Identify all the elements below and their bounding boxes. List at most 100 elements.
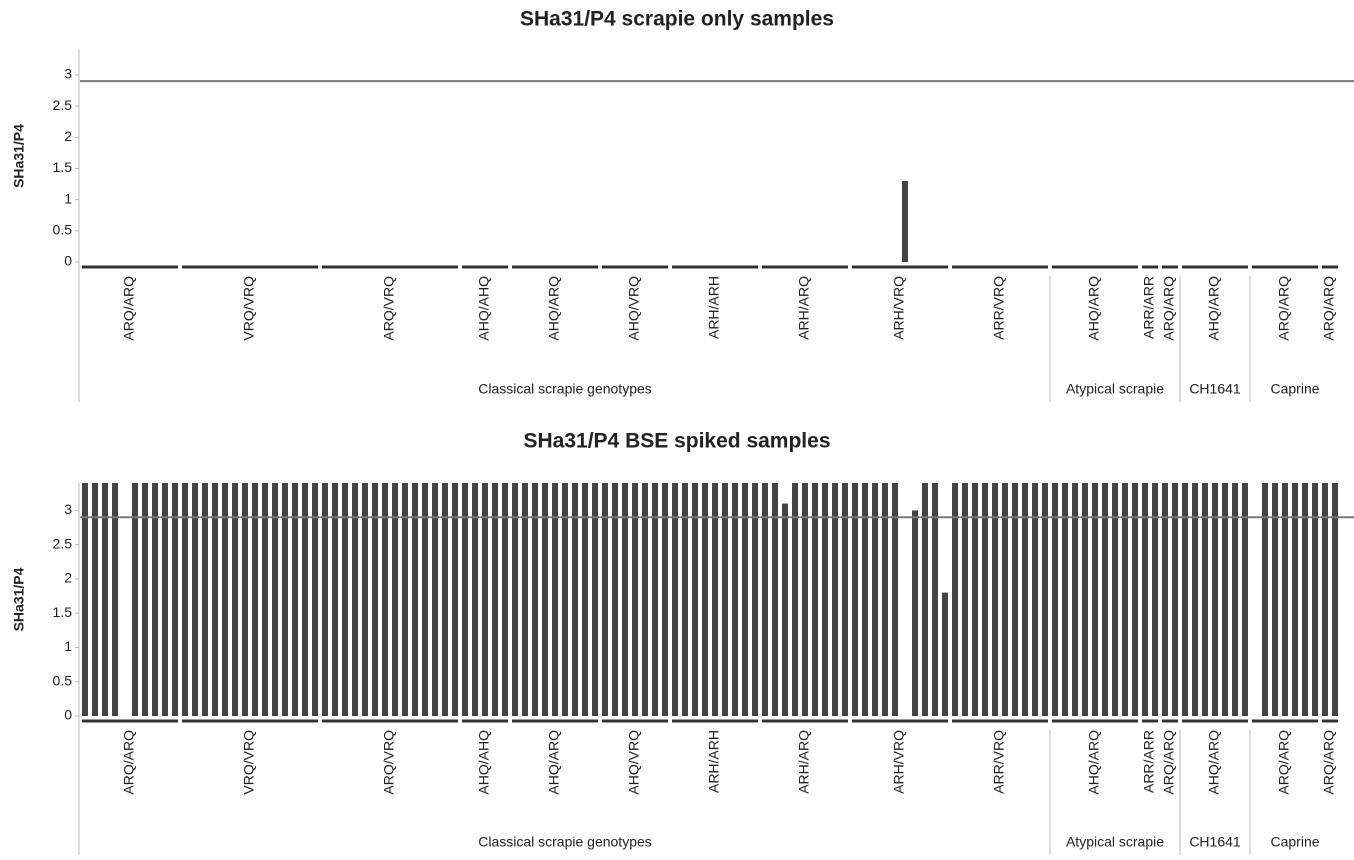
bar — [1262, 483, 1268, 716]
bar — [1082, 483, 1088, 716]
bar — [222, 483, 228, 716]
bar — [1242, 483, 1248, 716]
bar — [1012, 483, 1018, 716]
bar — [282, 483, 288, 716]
genotype-label: ARQ/ARQ — [1161, 276, 1177, 341]
y-tick-label: 2 — [64, 570, 72, 586]
bar — [562, 483, 568, 716]
y-tick-label: 0.5 — [53, 222, 73, 238]
bar — [492, 483, 498, 716]
y-tick-label: 1 — [64, 638, 72, 654]
bar — [662, 483, 668, 716]
genotype-label: ARR/ARR — [1141, 730, 1157, 793]
y-tick-label: 2.5 — [53, 97, 73, 113]
bar — [992, 483, 998, 716]
bar — [612, 483, 618, 716]
bar — [342, 483, 348, 716]
genotype-label: ARH/ARH — [706, 276, 722, 339]
bar — [1072, 483, 1078, 716]
bar — [142, 483, 148, 716]
bar — [802, 483, 808, 716]
genotype-label: ARH/VRQ — [891, 276, 907, 340]
bar — [1302, 483, 1308, 716]
bar — [1132, 483, 1138, 716]
group-label: Classical scrapie genotypes — [478, 381, 652, 397]
bar — [842, 483, 848, 716]
bar — [812, 483, 818, 716]
bar — [722, 483, 728, 716]
bar — [302, 483, 308, 716]
bar — [1282, 483, 1288, 716]
genotype-label: VRQ/VRQ — [241, 276, 257, 341]
bar — [942, 592, 948, 716]
bar — [772, 483, 778, 716]
y-axis-label: SHa31/P4 — [11, 567, 27, 631]
bar — [512, 483, 518, 716]
bar — [792, 483, 798, 716]
bar — [422, 483, 428, 716]
chart-title: SHa31/P4 scrapie only samples — [520, 8, 834, 31]
bar — [1152, 483, 1158, 716]
bar — [1162, 483, 1168, 716]
genotype-label: AHQ/AHQ — [476, 276, 492, 341]
bar — [552, 483, 558, 716]
bar — [732, 483, 738, 716]
bar — [892, 483, 898, 716]
bar — [82, 483, 88, 716]
genotype-label: ARQ/ARQ — [121, 730, 137, 795]
bar — [922, 483, 928, 716]
y-tick-label: 2.5 — [53, 535, 73, 551]
bar — [862, 483, 868, 716]
bar — [582, 483, 588, 716]
y-tick-label: 1 — [64, 190, 72, 206]
bar — [752, 483, 758, 716]
bar — [672, 483, 678, 716]
genotype-label: ARQ/ARQ — [1321, 730, 1337, 795]
genotype-label: ARQ/ARQ — [1161, 730, 1177, 795]
bar — [1112, 483, 1118, 716]
bar — [972, 483, 978, 716]
group-label: CH1641 — [1189, 834, 1241, 850]
bar — [1002, 483, 1008, 716]
bar — [1332, 483, 1338, 716]
bar — [932, 483, 938, 716]
bar — [632, 483, 638, 716]
bar — [652, 483, 658, 716]
y-tick-label: 3 — [64, 66, 72, 82]
bar — [712, 483, 718, 716]
bar — [102, 483, 108, 716]
bar — [1232, 483, 1238, 716]
bar — [472, 483, 478, 716]
chart-title: SHa31/P4 BSE spiked samples — [524, 430, 831, 453]
bar — [112, 483, 118, 716]
bar — [192, 483, 198, 716]
bar — [782, 503, 788, 716]
y-tick-label: 0 — [64, 253, 72, 269]
bar — [1092, 483, 1098, 716]
bar — [1142, 483, 1148, 716]
bar — [502, 483, 508, 716]
genotype-label: ARH/ARH — [706, 730, 722, 793]
y-tick-label: 1.5 — [53, 604, 73, 620]
genotype-label: AHQ/ARQ — [546, 730, 562, 795]
genotype-label: AHQ/ARQ — [1086, 276, 1102, 341]
bar — [292, 483, 298, 716]
bar — [402, 483, 408, 716]
bar — [1102, 483, 1108, 716]
bar — [182, 483, 188, 716]
y-axis-label: SHa31/P4 — [11, 124, 27, 188]
y-tick-label: 2 — [64, 128, 72, 144]
group-label: CH1641 — [1189, 381, 1241, 397]
bar — [432, 483, 438, 716]
bar — [1052, 483, 1058, 716]
bar — [962, 483, 968, 716]
bar — [412, 483, 418, 716]
bar — [232, 483, 238, 716]
genotype-label: AHQ/ARQ — [1086, 730, 1102, 795]
genotype-label: ARH/ARQ — [796, 730, 812, 794]
bar — [382, 483, 388, 716]
y-tick-label: 0 — [64, 707, 72, 723]
genotype-label: ARH/ARQ — [796, 276, 812, 340]
bar — [682, 483, 688, 716]
